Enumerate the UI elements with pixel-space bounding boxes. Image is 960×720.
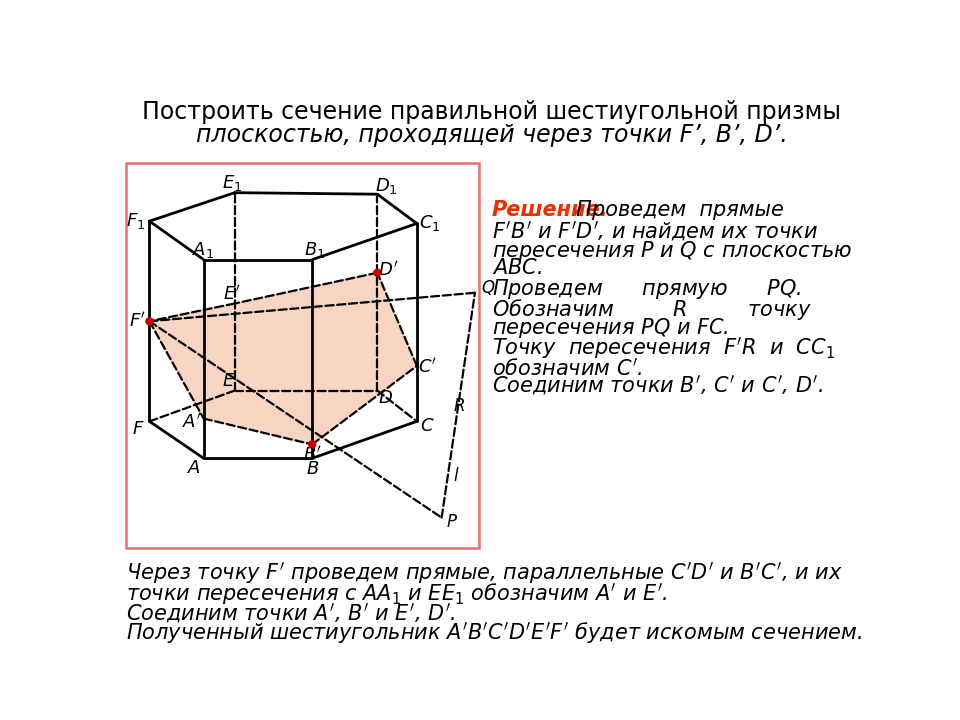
Text: обозначим $C'$.: обозначим $C'$. [492,359,643,380]
Text: Проведем  прямые: Проведем прямые [564,200,784,220]
Text: $E'$: $E'$ [224,284,241,304]
Text: $F$: $F$ [132,420,145,438]
Text: пересечения $P$ и $Q$ с плоскостью: пересечения $P$ и $Q$ с плоскостью [492,239,852,263]
Text: $A'$: $A'$ [182,413,202,432]
Text: $ABC$.: $ABC$. [492,258,542,278]
Text: Точку  пересечения  $F'R$  и  $CC_1$: Точку пересечения $F'R$ и $CC_1$ [492,335,835,361]
Text: $F'B'$ и $F'D'$, и найдем их точки: $F'B'$ и $F'D'$, и найдем их точки [492,220,818,243]
Text: $D'$: $D'$ [378,260,398,279]
Text: $C$: $C$ [420,417,435,435]
Text: $P$: $P$ [446,513,458,531]
Text: Обозначим         $R$         точку: Обозначим $R$ точку [492,297,811,322]
Text: $B_1$: $B_1$ [304,240,325,261]
Text: $B$: $B$ [305,460,319,478]
Text: $C_1$: $C_1$ [419,213,440,233]
Text: Полученный шестиугольник $A'B'C'D'E'F'$ будет искомым сечением.: Полученный шестиугольник $A'B'C'D'E'F'$ … [126,620,862,646]
Circle shape [146,318,153,325]
Text: $A$: $A$ [187,459,202,477]
Text: $E$: $E$ [222,372,235,390]
Text: $R$: $R$ [453,397,466,415]
Text: пересечения $PQ$ и $FC$.: пересечения $PQ$ и $FC$. [492,316,729,340]
Text: $D_1$: $D_1$ [375,176,398,197]
Text: Проведем      прямую      $PQ$.: Проведем прямую $PQ$. [492,277,802,302]
Text: $D$: $D$ [377,390,393,408]
Text: Соединим точки $B'$, $C'$ и $C'$, $D'$.: Соединим точки $B'$, $C'$ и $C'$, $D'$. [492,374,824,397]
Circle shape [373,269,381,276]
Text: $A_1$: $A_1$ [192,240,214,261]
Text: $B'$: $B'$ [302,446,322,464]
Text: точки пересечения с $AA_1$ и $EE_1$ обозначим $A'$ и $E'$.: точки пересечения с $AA_1$ и $EE_1$ обоз… [126,582,668,607]
Text: Построить сечение правильной шестиугольной призмы: Построить сечение правильной шестиугольн… [142,100,842,125]
Text: $E_1$: $E_1$ [223,174,243,194]
Text: $l$: $l$ [453,467,460,485]
Text: $F_1$: $F_1$ [126,211,145,231]
Text: Через точку $F'$ проведем прямые, параллельные $C'D'$ и $B'C'$, и их: Через точку $F'$ проведем прямые, паралл… [126,560,843,586]
Polygon shape [150,273,417,444]
Circle shape [309,441,316,448]
Text: Соединим точки $A'$, $B'$ и $E'$, $D'$.: Соединим точки $A'$, $B'$ и $E'$, $D'$. [126,600,456,624]
Text: $F'$: $F'$ [129,312,146,330]
Text: плоскостью, проходящей через точки F’, B’, D’.: плоскостью, проходящей через точки F’, B… [196,123,788,148]
Text: Решение.: Решение. [492,200,609,220]
Text: $Q$: $Q$ [481,278,495,297]
Text: $C'$: $C'$ [419,358,437,377]
